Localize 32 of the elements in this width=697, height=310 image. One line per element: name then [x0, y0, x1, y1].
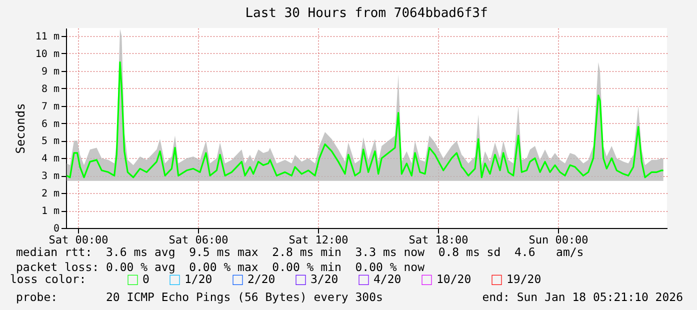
y-tick-label: 6 m — [41, 118, 60, 130]
y-tick-label: 2 m — [41, 188, 60, 200]
legend-label: 10/20 — [436, 272, 472, 286]
x-tick-label: Sat 06:00 — [168, 234, 228, 246]
y-tick-label: 8 m — [41, 84, 60, 95]
legend-label: 3/20 — [310, 272, 338, 286]
y-tick-label: 10 m — [35, 48, 60, 60]
y-tick-label: 3 m — [41, 171, 60, 182]
legend-title: loss color: — [10, 272, 86, 286]
y-tick-label: 11 m — [35, 32, 60, 43]
text: median rtt: 3.6 ms avg 9.5 ms max 2.8 ms min 3.3 ms now 0.8 ms sd 4.6 am/s — [16, 245, 584, 259]
legend-label: 4/20 — [374, 272, 402, 286]
x-tick-label: Sat 00:00 — [48, 234, 108, 246]
line-series — [66, 61, 664, 178]
y-tick-label: 0 — [53, 224, 60, 234]
y-tick-label: 9 m — [41, 66, 60, 78]
legend-label: 2/20 — [248, 272, 276, 286]
y-tick-label: 5 m — [41, 136, 60, 148]
x-tick-label: Sat 12:00 — [288, 234, 348, 246]
text: probe: 20 ICMP Echo Pings (56 Bytes) every 300s — [16, 290, 383, 304]
y-tick-label: 1 m — [41, 206, 60, 218]
legend-label: 0 — [142, 272, 150, 286]
y-tick-label: 7 m — [41, 101, 60, 112]
legend-label: 1/20 — [184, 272, 212, 286]
x-tick-label: Sat 18:00 — [408, 234, 468, 246]
text: packet loss: 0.00 % avg 0.00 % max 0.00 % min 0.00 % now — [16, 260, 424, 274]
x-tick-label: Sun 00:00 — [528, 234, 588, 246]
chart-title: Last 30 Hours from 7064bbad6f3f — [245, 6, 488, 21]
legend-label: 19/20 — [506, 272, 542, 286]
text: end: Sun Jan 18 05:21:10 2026 — [482, 290, 683, 304]
y-tick-label: 4 m — [41, 154, 60, 165]
y-axis-title: Seconds — [13, 103, 28, 154]
